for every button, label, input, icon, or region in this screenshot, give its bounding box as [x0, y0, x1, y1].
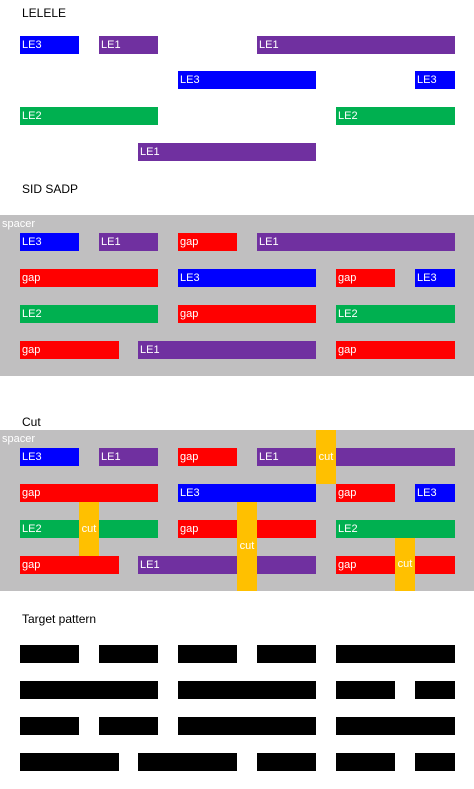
target-bar	[138, 753, 237, 771]
spacer-panel-sid-sadp: spacer LE3 LE1 gap LE1 gap LE3 gap LE3 L…	[0, 215, 474, 376]
target-bar	[336, 753, 395, 771]
sadp-bar-gap: gap	[20, 269, 158, 287]
target-bar	[415, 753, 455, 771]
target-bar	[99, 717, 158, 735]
cut-bar-le3: LE3	[20, 448, 79, 466]
lelele-bar-le2: LE2	[336, 107, 455, 125]
target-bar	[20, 645, 79, 663]
lelele-bar-le2: LE2	[20, 107, 158, 125]
sadp-bar-le1: LE1	[257, 233, 455, 251]
cut-mask: cut	[79, 502, 99, 556]
lelele-bar-le1: LE1	[257, 36, 455, 54]
sadp-bar-le2: LE2	[336, 305, 455, 323]
target-bar	[99, 645, 158, 663]
lelele-bar-le3: LE3	[415, 71, 455, 89]
target-bar	[257, 753, 316, 771]
cut-mask: cut	[237, 502, 257, 591]
target-bar	[178, 681, 316, 699]
sadp-bar-le3: LE3	[415, 269, 455, 287]
target-bar	[336, 717, 455, 735]
sadp-bar-le1: LE1	[138, 341, 316, 359]
cut-bar-gap: gap	[20, 484, 158, 502]
lelele-bar-le3: LE3	[178, 71, 316, 89]
target-bar	[20, 717, 79, 735]
cut-bar-le3: LE3	[178, 484, 316, 502]
cut-mask: cut	[316, 430, 336, 484]
section-title-sid-sadp: SID SADP	[22, 182, 79, 196]
sadp-bar-le1: LE1	[99, 233, 158, 251]
sadp-bar-gap: gap	[178, 305, 316, 323]
cut-bar-gap: gap	[20, 556, 119, 574]
section-title-cut: Cut	[22, 415, 41, 429]
lelele-bar-le1: LE1	[138, 143, 316, 161]
target-bar	[336, 645, 455, 663]
target-bar	[178, 645, 237, 663]
sadp-bar-gap: gap	[336, 341, 455, 359]
lelele-bar-le3: LE3	[20, 36, 79, 54]
sadp-bar-gap: gap	[20, 341, 119, 359]
section-title-target: Target pattern	[22, 612, 97, 626]
cut-bar-le1: LE1	[99, 448, 158, 466]
sadp-bar-gap: gap	[178, 233, 237, 251]
cut-bar-gap: gap	[178, 448, 237, 466]
spacer-label: spacer	[2, 433, 36, 445]
cut-bar-le1: LE1	[138, 556, 316, 574]
lelele-bar-le1: LE1	[99, 36, 158, 54]
spacer-panel-cut: spacer LE3 LE1 gap LE1 gap LE3 gap LE3 L…	[0, 430, 474, 591]
target-bar	[257, 645, 316, 663]
cut-bar-le2: LE2	[336, 520, 455, 538]
sadp-bar-le3: LE3	[20, 233, 79, 251]
target-bar	[20, 753, 119, 771]
target-bar	[20, 681, 158, 699]
target-bar	[178, 717, 316, 735]
section-title-lelele: LELELE	[22, 6, 67, 20]
target-bar	[415, 681, 455, 699]
spacer-label: spacer	[2, 218, 36, 230]
cut-mask: cut	[395, 538, 415, 591]
sadp-bar-le2: LE2	[20, 305, 158, 323]
cut-bar-le3: LE3	[415, 484, 455, 502]
sadp-bar-gap: gap	[336, 269, 395, 287]
cut-bar-gap: gap	[336, 484, 395, 502]
target-bar	[336, 681, 395, 699]
sadp-bar-le3: LE3	[178, 269, 316, 287]
cut-bar-le1: LE1	[257, 448, 455, 466]
